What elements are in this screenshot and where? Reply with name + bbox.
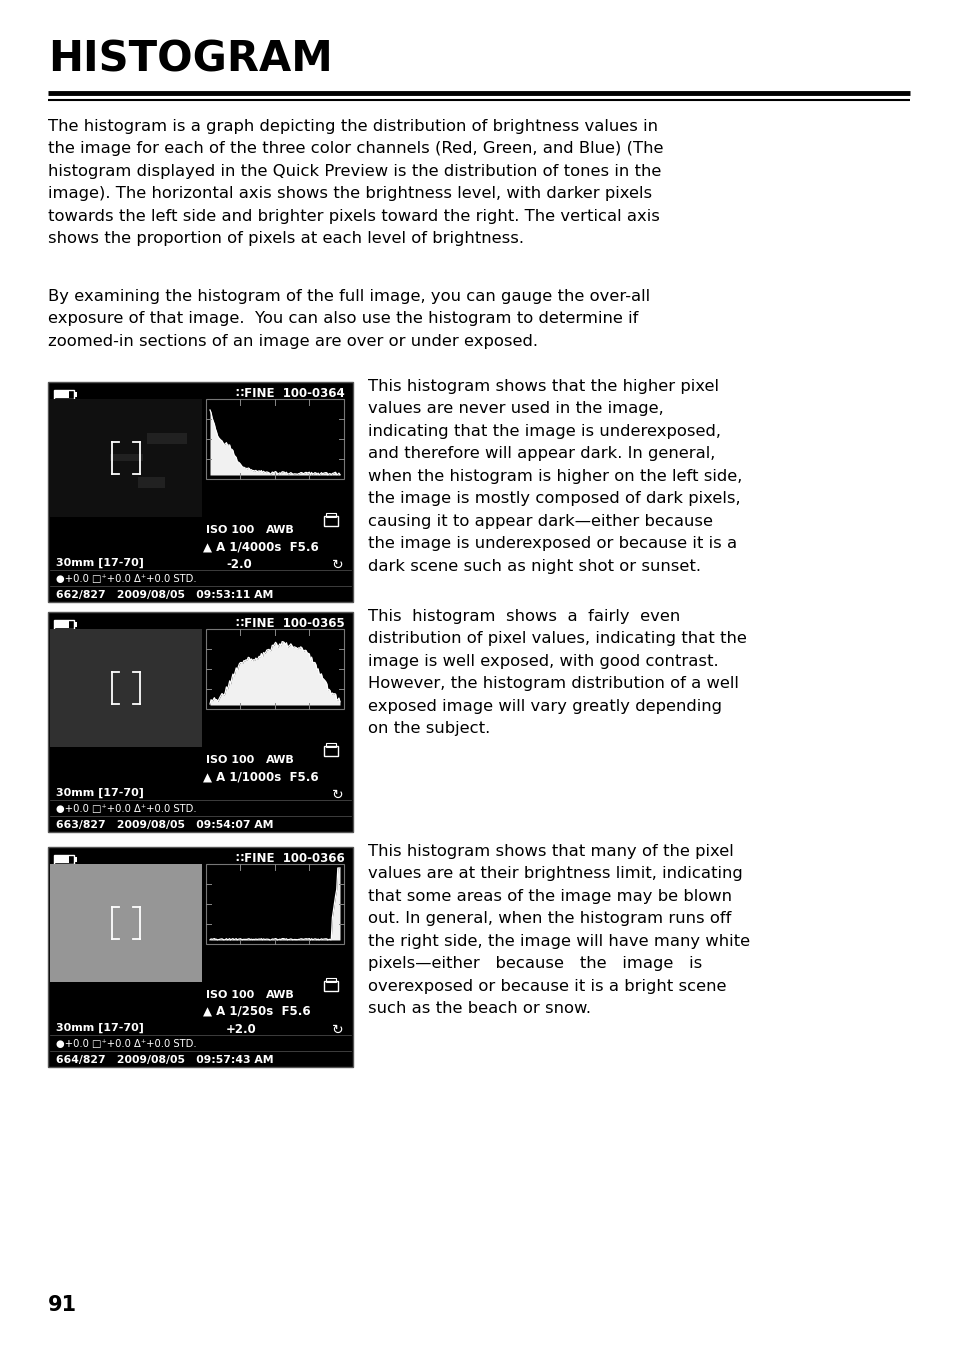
- Text: 663/827   2009/08/05   09:54:07 AM: 663/827 2009/08/05 09:54:07 AM: [56, 820, 274, 830]
- Bar: [326, 513, 335, 517]
- Text: AWB: AWB: [266, 991, 294, 1000]
- Bar: [54, 620, 74, 630]
- Bar: [74, 392, 77, 396]
- Text: This  histogram  shows  a  fairly  even
distribution of pixel values, indicating: This histogram shows a fairly even distr…: [368, 609, 746, 737]
- Bar: [54, 389, 74, 399]
- Bar: [206, 630, 344, 708]
- Bar: [50, 864, 202, 982]
- Text: 662/827   2009/08/05   09:53:11 AM: 662/827 2009/08/05 09:53:11 AM: [56, 590, 274, 600]
- Text: ↻: ↻: [332, 788, 343, 802]
- Bar: [55, 622, 69, 628]
- Text: +2.0: +2.0: [226, 1023, 256, 1035]
- Bar: [206, 864, 344, 944]
- Bar: [74, 856, 77, 862]
- Bar: [116, 478, 150, 484]
- Bar: [95, 434, 132, 442]
- Text: ∷FINE  100-0365: ∷FINE 100-0365: [236, 617, 345, 630]
- Text: ISO 100: ISO 100: [206, 991, 254, 1000]
- Text: ISO 100: ISO 100: [206, 525, 254, 535]
- Text: This histogram shows that many of the pixel
values are at their brightness limit: This histogram shows that many of the pi…: [368, 844, 749, 1016]
- Text: ▲ A 1/1000s  F5.6: ▲ A 1/1000s F5.6: [203, 769, 318, 783]
- Text: ↻: ↻: [332, 1023, 343, 1037]
- Bar: [97, 455, 127, 463]
- Bar: [206, 399, 344, 479]
- Bar: [324, 516, 337, 527]
- Text: ↻: ↻: [332, 558, 343, 573]
- Bar: [74, 622, 77, 627]
- Text: ∷FINE  100-0366: ∷FINE 100-0366: [236, 852, 345, 864]
- Text: AWB: AWB: [266, 754, 294, 765]
- Bar: [48, 383, 353, 603]
- Text: ●+0.0 □⁺+0.0 Δ⁺+0.0 STD.: ●+0.0 □⁺+0.0 Δ⁺+0.0 STD.: [56, 1039, 196, 1049]
- Bar: [48, 847, 353, 1067]
- Text: ISO 100: ISO 100: [206, 754, 254, 765]
- Text: -2.0: -2.0: [226, 558, 252, 571]
- Text: ∷FINE  100-0364: ∷FINE 100-0364: [236, 387, 345, 400]
- Text: AWB: AWB: [266, 525, 294, 535]
- Text: 91: 91: [48, 1295, 77, 1315]
- Text: ▲ A 1/4000s  F5.6: ▲ A 1/4000s F5.6: [203, 540, 318, 554]
- Bar: [326, 744, 335, 746]
- Bar: [324, 981, 337, 991]
- Text: 664/827   2009/08/05   09:57:43 AM: 664/827 2009/08/05 09:57:43 AM: [56, 1054, 274, 1065]
- Bar: [50, 864, 202, 982]
- Bar: [50, 630, 202, 746]
- Bar: [55, 391, 69, 398]
- Bar: [326, 978, 335, 982]
- Text: The histogram is a graph depicting the distribution of brightness values in
the : The histogram is a graph depicting the d…: [48, 119, 662, 246]
- Bar: [50, 630, 202, 746]
- Bar: [54, 855, 74, 864]
- Text: ●+0.0 □⁺+0.0 Δ⁺+0.0 STD.: ●+0.0 □⁺+0.0 Δ⁺+0.0 STD.: [56, 803, 196, 814]
- Bar: [324, 746, 337, 756]
- Text: ▲ A 1/250s  F5.6: ▲ A 1/250s F5.6: [203, 1006, 311, 1018]
- Bar: [48, 612, 353, 832]
- Text: 30mm [17-70]: 30mm [17-70]: [56, 558, 144, 569]
- Text: By examining the histogram of the full image, you can gauge the over-all
exposur: By examining the histogram of the full i…: [48, 289, 649, 349]
- Text: ●+0.0 □⁺+0.0 Δ⁺+0.0 STD.: ●+0.0 □⁺+0.0 Δ⁺+0.0 STD.: [56, 574, 196, 584]
- Bar: [50, 399, 202, 517]
- Text: 30mm [17-70]: 30mm [17-70]: [56, 1023, 144, 1033]
- Text: HISTOGRAM: HISTOGRAM: [48, 39, 333, 81]
- Text: 30mm [17-70]: 30mm [17-70]: [56, 788, 144, 798]
- Text: This histogram shows that the higher pixel
values are never used in the image,
i: This histogram shows that the higher pix…: [368, 379, 741, 574]
- Bar: [50, 399, 202, 517]
- Bar: [55, 856, 69, 863]
